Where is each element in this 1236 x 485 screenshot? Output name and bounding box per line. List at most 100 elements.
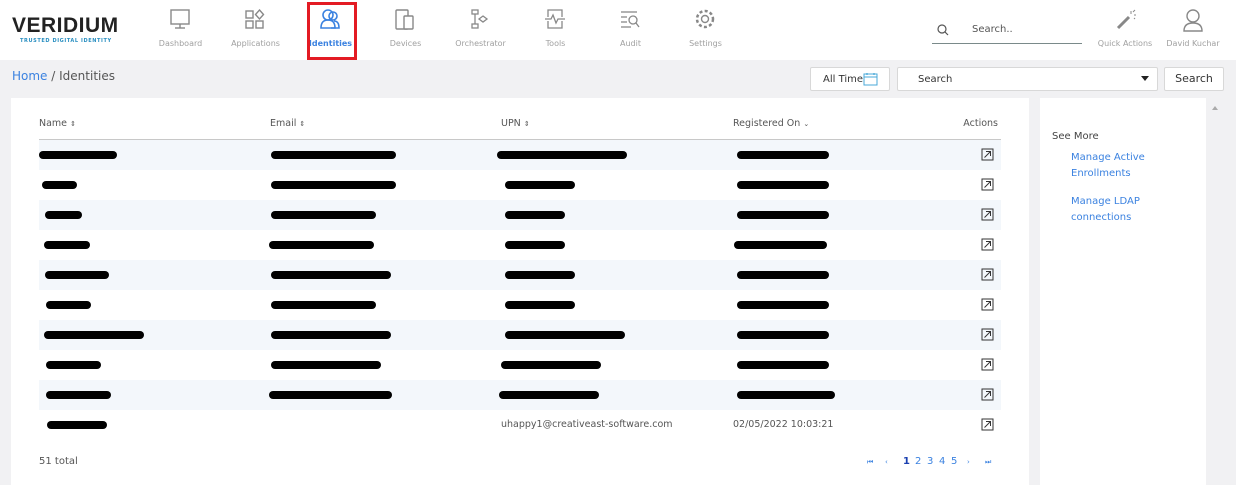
page-2[interactable]: 2: [915, 456, 922, 467]
devices-icon: [395, 9, 414, 30]
manage-ldap-link[interactable]: Manage LDAP connections: [1071, 196, 1140, 223]
page-3[interactable]: 3: [927, 456, 934, 467]
column-header-email[interactable]: Email ⇕: [270, 118, 306, 129]
open-details-icon[interactable]: [981, 178, 994, 191]
open-details-icon[interactable]: [981, 388, 994, 401]
column-header-name[interactable]: Name ⇕: [39, 118, 76, 129]
manage-enrollments-link[interactable]: Manage Active Enrollments: [1071, 152, 1145, 179]
nav-tools[interactable]: Tools: [518, 0, 593, 60]
redacted-value: [44, 241, 90, 249]
open-details-icon[interactable]: [981, 298, 994, 311]
nav-settings[interactable]: Settings: [668, 0, 743, 60]
user-icon: [1183, 9, 1203, 32]
flow-icon: [471, 9, 489, 29]
redacted-value: [39, 151, 117, 159]
scroll-up-icon[interactable]: [1212, 103, 1218, 110]
breadcrumb: Home / Identities: [12, 69, 115, 83]
column-header-registered-on[interactable]: Registered On ⌄: [733, 118, 810, 129]
magic-wand-icon: [1116, 9, 1136, 30]
sort-icon: ⇕: [70, 120, 76, 128]
search-filter-select[interactable]: Search: [897, 67, 1158, 91]
table-row[interactable]: [39, 230, 1001, 260]
prev-page-icon[interactable]: ‹: [885, 458, 888, 466]
redacted-value: [45, 211, 82, 219]
table-row[interactable]: [39, 350, 1001, 380]
redacted-value: [505, 181, 575, 189]
upn-cell: uhappy1@creativeast-software.com: [501, 419, 673, 430]
redacted-value: [271, 361, 381, 369]
nav-orchestrator[interactable]: Orchestrator: [443, 0, 518, 60]
nav-dashboard[interactable]: Dashboard: [143, 0, 218, 60]
top-header: VERIDIUM TRUSTED DIGITAL IDENTITY Dashbo…: [0, 0, 1236, 60]
breadcrumb-home[interactable]: Home: [12, 69, 48, 83]
registered-cell: 02/05/2022 10:03:21: [733, 419, 834, 430]
redacted-value: [737, 151, 829, 159]
redacted-value: [44, 331, 144, 339]
table-row[interactable]: [39, 380, 1001, 410]
redacted-value: [505, 271, 575, 279]
pulse-icon: [545, 9, 565, 29]
quick-actions-button[interactable]: Quick Actions: [1090, 0, 1160, 60]
next-page-icon[interactable]: ›: [967, 458, 970, 466]
open-details-icon[interactable]: [981, 418, 994, 431]
table-row[interactable]: [39, 290, 1001, 320]
nav-devices[interactable]: Devices: [368, 0, 443, 60]
table-row[interactable]: [39, 200, 1001, 230]
open-details-icon[interactable]: [981, 358, 994, 371]
table-row[interactable]: [39, 170, 1001, 200]
sort-icon: ⇕: [299, 120, 306, 128]
nav-applications[interactable]: Applications: [218, 0, 293, 60]
redacted-value: [42, 181, 77, 189]
table-row[interactable]: [39, 260, 1001, 290]
open-details-icon[interactable]: [981, 268, 994, 281]
redacted-value: [269, 391, 392, 399]
global-search-input[interactable]: Search..: [932, 18, 1082, 44]
scrollbar[interactable]: [1207, 98, 1223, 485]
page-1[interactable]: 1: [903, 456, 910, 467]
redacted-value: [499, 391, 599, 399]
redacted-value: [505, 301, 575, 309]
redacted-value: [505, 331, 625, 339]
column-header-upn[interactable]: UPN ⇕: [501, 118, 530, 129]
redacted-value: [737, 331, 829, 339]
redacted-value: [737, 301, 829, 309]
nav-audit[interactable]: Audit: [593, 0, 668, 60]
page-4[interactable]: 4: [939, 456, 946, 467]
users-icon: [320, 9, 340, 29]
nav-identities[interactable]: Identities: [293, 0, 368, 60]
identities-table-card: Name ⇕ Email ⇕ UPN ⇕ Registered On ⌄ Actions…: [11, 98, 1029, 485]
redacted-value: [271, 271, 391, 279]
redacted-value: [47, 421, 107, 429]
search-button[interactable]: Search: [1164, 67, 1224, 91]
header-divider: [39, 139, 1001, 140]
user-menu[interactable]: David Kuchar: [1158, 0, 1228, 60]
open-details-icon[interactable]: [981, 328, 994, 341]
redacted-value: [271, 211, 376, 219]
table-row[interactable]: [39, 140, 1001, 170]
monitor-icon: [170, 9, 190, 29]
redacted-value: [505, 241, 565, 249]
redacted-value: [501, 361, 601, 369]
sort-icon: ⇕: [523, 120, 530, 128]
redacted-value: [271, 151, 396, 159]
column-header-actions: Actions: [963, 118, 998, 129]
time-range-button[interactable]: All Time: [810, 67, 890, 91]
open-details-icon[interactable]: [981, 148, 994, 161]
search-icon: [937, 24, 949, 36]
page-5[interactable]: 5: [951, 456, 958, 467]
veridium-logo[interactable]: VERIDIUM TRUSTED DIGITAL IDENTITY: [12, 14, 119, 44]
first-page-icon[interactable]: ⏮: [867, 458, 874, 466]
redacted-value: [737, 181, 829, 189]
dropdown-caret-icon: [1141, 76, 1149, 85]
sort-desc-icon: ⌄: [803, 120, 810, 128]
highlight-box: [307, 2, 357, 60]
redacted-value: [497, 151, 627, 159]
table-row[interactable]: uhappy1@creativeast-software.com 02/05/20…: [39, 410, 1001, 440]
open-details-icon[interactable]: [981, 238, 994, 251]
last-page-icon[interactable]: ⏭: [985, 458, 992, 466]
audit-search-icon: [621, 11, 640, 28]
redacted-value: [46, 391, 111, 399]
open-details-icon[interactable]: [981, 208, 994, 221]
redacted-value: [737, 271, 829, 279]
table-row[interactable]: [39, 320, 1001, 350]
